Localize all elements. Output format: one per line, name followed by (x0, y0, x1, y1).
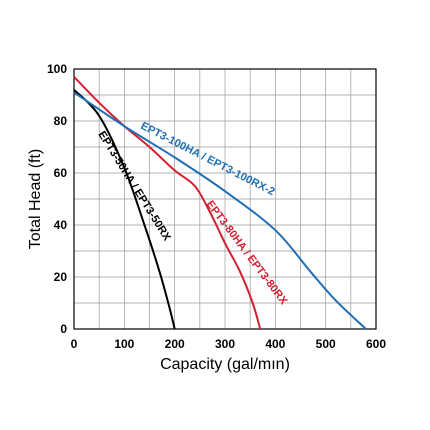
tick-labels: 0 100 200 300 400 500 600 0 20 40 60 80 100 (47, 62, 386, 351)
x-tick-label: 300 (215, 337, 235, 351)
label-ept3-100: EPT3-100HA / EPT3-100RX-2 (139, 120, 277, 198)
x-tick-label: 100 (114, 337, 134, 351)
x-tick-label: 500 (316, 337, 336, 351)
x-tick-label: 400 (265, 337, 285, 351)
x-axis-title: Capacity (gal/mın) (160, 356, 290, 373)
y-tick-label: 20 (54, 270, 68, 284)
y-tick-label: 0 (60, 322, 67, 336)
curve-ept3-100 (73, 91, 367, 330)
curve-ept3-80 (73, 76, 262, 330)
label-ept3-50: EPT3-50HA / EPT3-50RX (95, 129, 173, 243)
label-ept3-80: EPT3-80HA / EPT3-80RX (204, 199, 290, 308)
y-axis-title: Total Head (ft) (27, 149, 44, 249)
x-tick-label: 200 (165, 337, 185, 351)
curves (73, 76, 367, 330)
x-tick-label: 0 (71, 337, 78, 351)
x-tick-label: 600 (366, 337, 386, 351)
y-tick-label: 40 (54, 218, 68, 232)
plot-frame (73, 68, 377, 330)
curve-ept3-50 (73, 89, 176, 330)
y-tick-label: 80 (54, 114, 68, 128)
y-tick-label: 60 (54, 166, 68, 180)
grid (74, 69, 376, 329)
y-tick-label: 100 (47, 62, 67, 76)
